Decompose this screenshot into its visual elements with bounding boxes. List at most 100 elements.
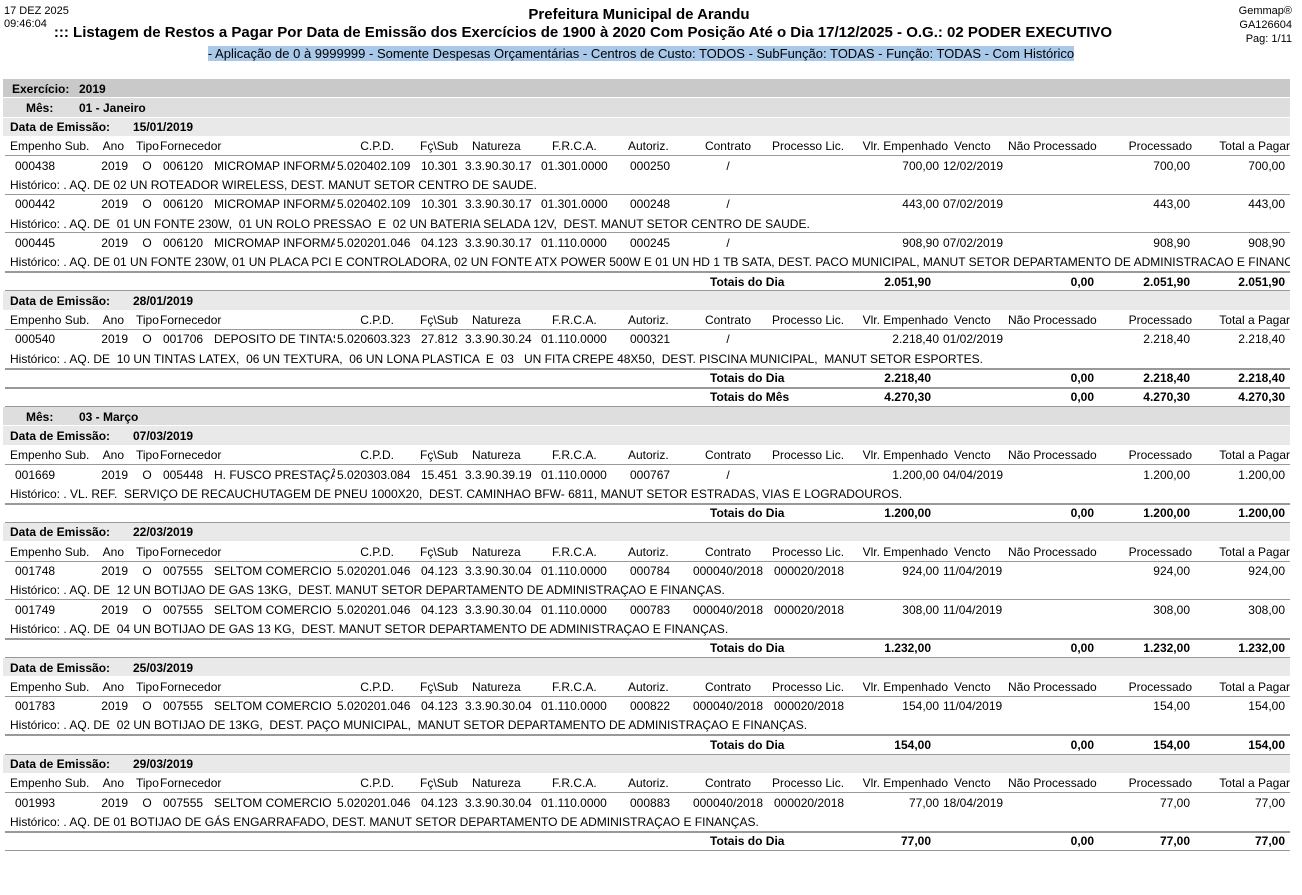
cell-ano: 2019 [101,795,128,810]
cell-ano: 2019 [101,158,128,173]
rule-line [5,155,1290,157]
cell-vencto: 01/02/2019 [943,332,1004,347]
column-header: Vencto [954,679,991,694]
column-header: Não Processado [1008,679,1097,694]
cell-valor: 700,00 [902,158,939,173]
cell-vencto: 04/04/2019 [943,467,1004,482]
total-value: 0,00 [1070,390,1094,405]
cell-valor: 77,00 [908,795,939,810]
cell-fornecedor-cod: 005448 [163,467,204,482]
column-header: Total a Pagar [1219,544,1290,559]
cell-frca: 01.110.0000 [541,699,607,714]
column-header: Fç\Sub [420,313,459,328]
cell-contrato: / [726,235,730,250]
cell-empenho: 000442 [15,197,56,212]
total-value: 1.232,00 [1143,641,1190,656]
column-header: Contrato [704,139,751,154]
column-header: Total a Pagar [1219,679,1290,694]
column-header: Contrato [704,544,751,559]
cell-autoriz: 000250 [630,158,671,173]
rule-line [5,502,1290,504]
cell-fornecedor: MICROMAP INFORMATICA [214,158,335,173]
column-header: F.R.C.A. [552,448,597,463]
column-header: Tipo [136,448,159,463]
cell-total: 154,00 [1248,699,1285,714]
column-header: Processado [1128,544,1192,559]
cell-frca: 01.301.0000 [541,158,608,173]
system-name: Gemmap® [1238,5,1292,17]
band [3,291,1290,310]
print-date: 17 DEZ 2025 [4,5,69,17]
cell-fornecedor-cod: 006120 [163,197,204,212]
rule-line [5,503,1290,505]
total-value: 2.218,40 [1238,371,1285,385]
column-header: Tipo [136,544,159,559]
cell-tipo: O [142,197,152,212]
history: Histórico: . AQ. DE 02 UN ROTEADOR WIREL… [10,178,537,192]
rule-line [5,367,1290,369]
cell-empenho: 001748 [15,564,56,578]
cell-valor: 2.218,40 [892,332,939,347]
cell-contrato: 000040/2018 [692,699,764,714]
column-header: Vlr. Empenhado [862,448,948,463]
cell-cpd: 5.020201.046 [337,235,411,250]
cell-fornecedor: SELTOM COMERCIO [214,699,332,714]
column-header: C.P.D. [360,544,394,559]
column-header: Vencto [954,544,991,559]
history: Histórico: . AQ. DE 10 UN TINTAS LATEX, … [10,351,983,366]
column-header: Fornecedor [160,448,222,463]
cell-frca: 01.110.0000 [541,235,607,250]
rule-line [5,328,1290,330]
cell-natureza: 3.3.90.30.04 [465,602,532,617]
column-header: C.P.D. [360,776,394,791]
report-code: GA126604 [1239,19,1292,31]
column-header: Ano [102,544,124,559]
rule-line [5,831,1290,833]
cell-tipo: O [142,467,152,482]
total-value: 2.051,90 [1238,274,1285,289]
cell-valor: 924,00 [902,564,939,578]
total-value: 1.200,00 [1238,506,1285,521]
total-value: 2.051,90 [884,274,931,289]
date-value: 29/03/2019 [133,757,194,771]
cell-natureza: 3.3.90.30.24 [465,332,532,347]
column-header: Autoriz. [628,448,669,463]
total-value: 1.200,00 [884,506,931,521]
exercise-label: Exercício: [12,81,70,96]
total-value: 0,00 [1070,737,1094,752]
cell-fornecedor: MICROMAP INFORMATICA [214,235,335,250]
column-header: Vlr. Empenhado [862,313,948,328]
cell-frca: 01.110.0000 [541,795,607,810]
band [3,522,1290,542]
column-header: Autoriz. [628,776,669,791]
month-label: Mês: [26,409,54,424]
column-header: Processo Lic. [772,679,845,694]
column-header: Empenho Sub. [10,544,90,559]
column-header: Empenho Sub. [10,313,90,328]
cell-total: 2.218,40 [1238,332,1285,347]
cell-processado: 1.200,00 [1143,467,1190,482]
page-number: Pag: 1/11 [1245,33,1292,45]
totals-label: Totais do Dia [710,506,785,521]
cell-empenho: 000445 [15,235,56,250]
cell-autoriz: 000767 [630,467,671,482]
cell-ano: 2019 [101,699,128,714]
date-value: 15/01/2019 [133,120,194,135]
column-header: Ano [102,679,124,694]
cell-cpd: 5.020201.046 [337,564,411,578]
cell-vencto: 18/04/2019 [943,795,1004,810]
cell-fornecedor-cod: 006120 [163,235,204,250]
totals-label: Totais do Dia [710,371,785,385]
cell-valor: 908,90 [902,235,939,250]
column-header: Processado [1128,448,1192,463]
cell-processado: 2.218,40 [1143,332,1190,347]
cell-processado: 154,00 [1153,699,1190,714]
cell-cpd: 5.020402.109 [337,197,411,212]
column-header: Vencto [954,139,991,154]
cell-total: 443,00 [1248,197,1285,212]
column-header: Autoriz. [628,313,669,328]
column-header: Total a Pagar [1219,448,1290,463]
cell-frca: 01.110.0000 [541,602,607,617]
cell-processado: 924,00 [1153,564,1190,578]
report-title: ::: Listagem de Restos a Pagar Por Data … [53,24,1113,41]
